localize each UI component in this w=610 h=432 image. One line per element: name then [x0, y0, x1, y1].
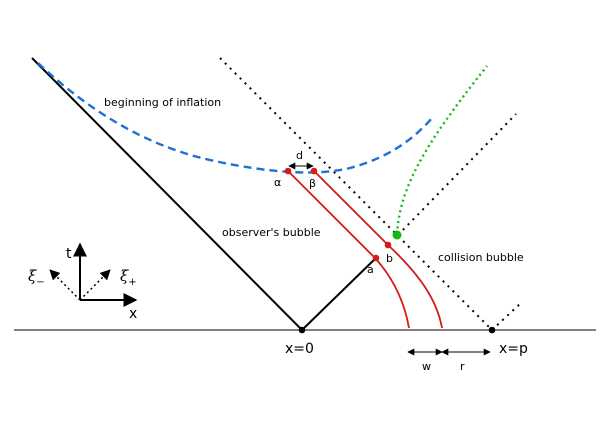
label-beta: β: [309, 177, 316, 190]
label-axis-x: x: [129, 306, 137, 322]
label-x-origin: x=0: [285, 341, 314, 357]
label-axis-t: t: [66, 246, 72, 262]
origin-point: [298, 326, 306, 334]
label-observers-bubble: observer's bubble: [222, 226, 321, 239]
label-beginning-of-inflation: beginning of inflation: [104, 96, 221, 109]
point-b: [384, 241, 392, 249]
worldline-beta: [313, 170, 443, 329]
label-r: r: [460, 360, 465, 373]
label-xi-plus-symbol: ξ: [120, 267, 129, 285]
point-a: [372, 254, 380, 262]
collision-point: [392, 230, 402, 240]
label-xi-minus-symbol: ξ: [28, 267, 37, 285]
label-collision-bubble: collision bubble: [438, 251, 524, 264]
observer-ray-right: [301, 255, 379, 331]
label-xi-minus-sub: −: [36, 277, 44, 288]
label-xi-minus: ξ−: [28, 267, 45, 288]
collision-wall-right: [397, 113, 517, 236]
point-alpha: [284, 167, 292, 175]
p-point: [488, 326, 496, 334]
inflation-curve: [37, 62, 433, 174]
label-x-p: x=p: [499, 341, 528, 357]
collision-wall-left: [219, 57, 493, 331]
label-xi-plus: ξ+: [120, 267, 137, 288]
label-xi-plus-sub: +: [128, 277, 136, 288]
collision-path: [395, 65, 488, 235]
point-beta: [310, 167, 318, 175]
axis-xi-plus: [79, 269, 111, 301]
label-w: w: [422, 360, 431, 373]
worldline-alpha: [287, 170, 410, 329]
axis-xi-minus: [49, 269, 81, 301]
label-a: a: [367, 263, 374, 276]
label-b: b: [386, 252, 393, 265]
label-d: d: [296, 149, 303, 162]
collision-wall-right-low: [491, 301, 523, 331]
label-alpha: α: [274, 176, 281, 189]
observer-bubble-wall-left: [31, 57, 303, 331]
